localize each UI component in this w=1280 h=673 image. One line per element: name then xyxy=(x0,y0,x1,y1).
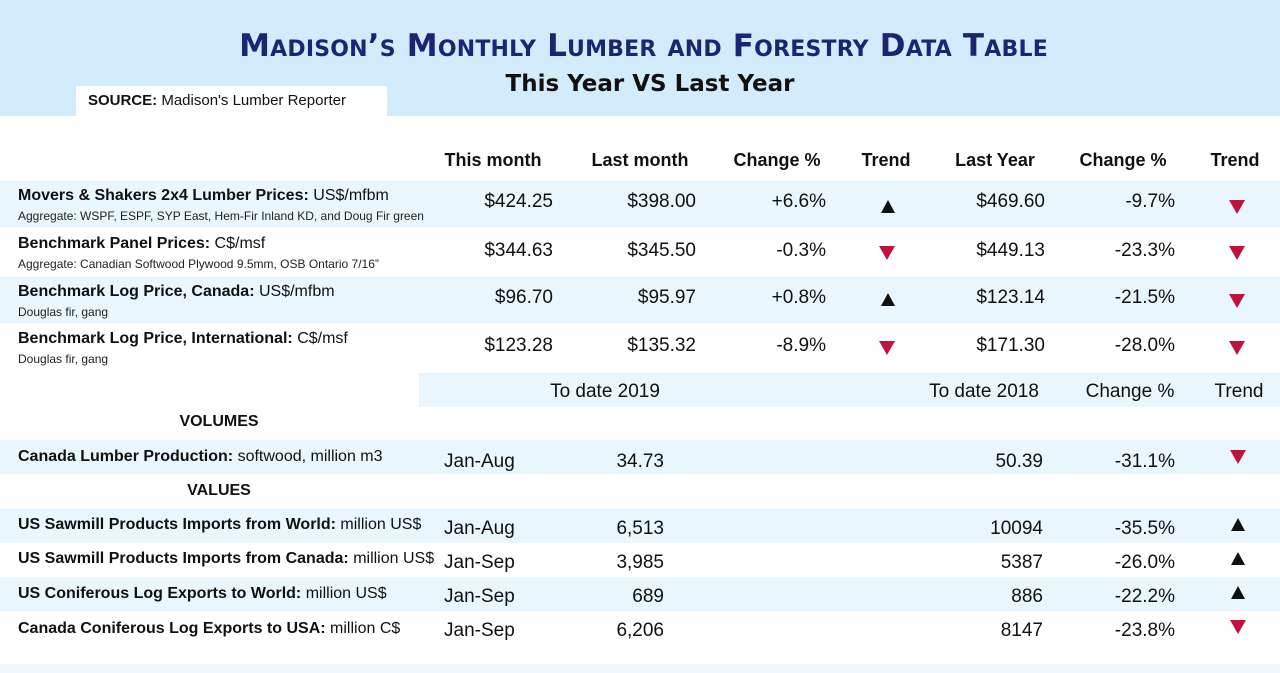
row-band xyxy=(0,577,1280,611)
this-month-value: $344.63 xyxy=(484,240,553,261)
row-label: Canada Lumber Production: softwood, mill… xyxy=(18,448,383,465)
change-value: -31.1% xyxy=(1114,451,1175,472)
last-year-value: $171.30 xyxy=(976,335,1045,356)
page-subtitle: This Year VS Last Year xyxy=(505,71,795,97)
header-to-date-last: To date 2018 xyxy=(929,381,1039,402)
row-label: US Sawmill Products Imports from Canada:… xyxy=(18,550,435,567)
last-year-value: $449.13 xyxy=(976,240,1045,261)
period-value: Jan-Sep xyxy=(444,620,515,641)
row-label: Benchmark Log Price, Canada: US$/mfbm xyxy=(18,283,335,300)
period-value: Jan-Sep xyxy=(444,552,515,573)
period-value: Jan-Sep xyxy=(444,586,515,607)
to-date-last-value: 50.39 xyxy=(995,451,1043,472)
to-date-last-value: 10094 xyxy=(990,518,1043,539)
row-sublabel: Aggregate: Canadian Softwood Plywood 9.5… xyxy=(18,257,379,271)
source-value: Madison's Lumber Reporter xyxy=(161,92,346,109)
header-change-year: Change % xyxy=(1079,150,1167,170)
change-year-value: -21.5% xyxy=(1114,287,1175,308)
footer-band xyxy=(0,664,1280,673)
trend-down-icon xyxy=(879,341,895,355)
change-month-value: -0.3% xyxy=(776,240,826,261)
last-month-value: $345.50 xyxy=(627,240,696,261)
trend-down-icon xyxy=(1230,620,1246,634)
last-month-value: $95.97 xyxy=(637,287,696,308)
row-band xyxy=(0,440,1280,474)
header-this-month: This month xyxy=(444,150,542,170)
row-label: US Sawmill Products Imports from World: … xyxy=(18,516,422,533)
change-month-value: +6.6% xyxy=(771,191,826,212)
source-label: SOURCE: xyxy=(88,92,158,109)
row-label: US Coniferous Log Exports to World: mill… xyxy=(18,585,387,602)
last-month-value: $398.00 xyxy=(627,191,696,212)
row-label: Benchmark Log Price, International: C$/m… xyxy=(18,330,348,347)
header-trend-year: Trend xyxy=(1210,150,1260,170)
row-band xyxy=(0,277,1280,323)
change-month-value: +0.8% xyxy=(771,287,826,308)
header-last-year: Last Year xyxy=(955,150,1035,170)
to-date-this-value: 6,206 xyxy=(616,620,664,641)
header-last-month: Last month xyxy=(591,150,689,170)
row-label: Canada Coniferous Log Exports to USA: mi… xyxy=(18,620,401,637)
header-change-to-date: Change % xyxy=(1085,381,1175,402)
to-date-last-value: 886 xyxy=(1011,586,1043,607)
this-month-value: $96.70 xyxy=(494,287,553,308)
to-date-last-value: 8147 xyxy=(1000,620,1043,641)
header-change-month: Change % xyxy=(733,150,821,170)
change-value: -23.8% xyxy=(1114,620,1175,641)
change-year-value: -23.3% xyxy=(1114,240,1175,261)
trend-down-icon xyxy=(1229,246,1245,260)
last-month-value: $135.32 xyxy=(627,335,696,356)
change-value: -26.0% xyxy=(1114,552,1175,573)
change-value: -22.2% xyxy=(1114,586,1175,607)
trend-up-icon xyxy=(881,200,895,213)
trend-up-icon xyxy=(881,293,895,306)
header-trend-month: Trend xyxy=(861,150,911,170)
trend-down-icon xyxy=(1229,200,1245,214)
section-volumes: VOLUMES xyxy=(179,413,259,430)
trend-down-icon xyxy=(1229,294,1245,308)
header-to-date-this: To date 2019 xyxy=(550,381,660,402)
change-year-value: -9.7% xyxy=(1125,191,1175,212)
trend-down-icon xyxy=(1230,450,1246,464)
row-band xyxy=(0,509,1280,543)
to-date-this-value: 34.73 xyxy=(616,451,664,472)
trend-down-icon xyxy=(1229,341,1245,355)
last-year-value: $469.60 xyxy=(976,191,1045,212)
page-title: Madison’s Monthly Lumber and Forestry Da… xyxy=(239,28,1048,64)
source-box: SOURCE: Madison's Lumber Reporter xyxy=(76,86,387,116)
row-label: Benchmark Panel Prices: C$/msf xyxy=(18,235,266,252)
to-date-this-value: 6,513 xyxy=(616,518,664,539)
row-sublabel: Aggregate: WSPF, ESPF, SYP East, Hem-Fir… xyxy=(18,209,424,223)
trend-up-icon xyxy=(1231,518,1245,531)
trend-down-icon xyxy=(879,246,895,260)
row-band xyxy=(0,181,1280,227)
trend-up-icon xyxy=(1231,586,1245,599)
row-label: Movers & Shakers 2x4 Lumber Prices: US$/… xyxy=(18,187,389,204)
to-date-this-value: 3,985 xyxy=(616,552,664,573)
this-month-value: $424.25 xyxy=(484,191,553,212)
section-values: VALUES xyxy=(187,482,251,499)
period-value: Jan-Aug xyxy=(444,518,515,539)
change-value: -35.5% xyxy=(1114,518,1175,539)
change-year-value: -28.0% xyxy=(1114,335,1175,356)
this-month-value: $123.28 xyxy=(484,335,553,356)
row-band xyxy=(419,373,1280,407)
to-date-this-value: 689 xyxy=(632,586,664,607)
to-date-last-value: 5387 xyxy=(1000,552,1043,573)
header-trend-to-date: Trend xyxy=(1214,381,1264,402)
trend-up-icon xyxy=(1231,552,1245,565)
row-sublabel: Douglas fir, gang xyxy=(18,352,109,366)
last-year-value: $123.14 xyxy=(976,287,1045,308)
row-sublabel: Douglas fir, gang xyxy=(18,305,109,319)
change-month-value: -8.9% xyxy=(776,335,826,356)
period-value: Jan-Aug xyxy=(444,451,515,472)
